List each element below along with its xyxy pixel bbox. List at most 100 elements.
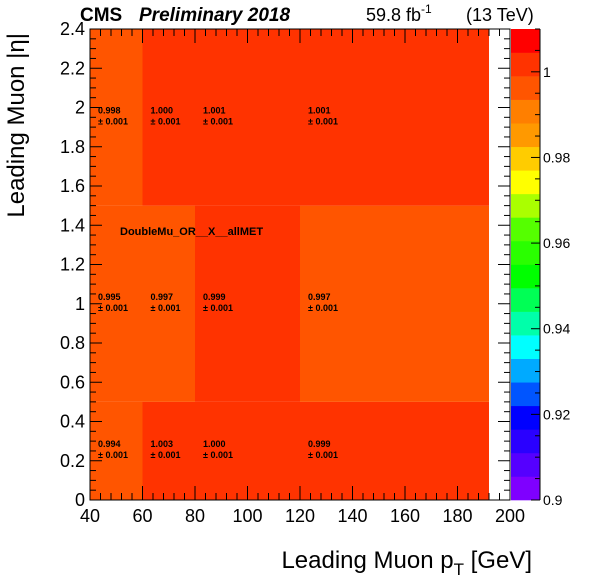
palette-swatch [511, 264, 540, 289]
cell-value-label: 1.001 [203, 105, 226, 115]
palette-swatch [511, 76, 540, 100]
cell-value-label: 0.997 [308, 292, 331, 302]
palette-swatch [511, 476, 540, 501]
y-tick-label: 0.6 [60, 372, 85, 392]
x-tick-label: 80 [185, 506, 205, 526]
heatmap-cell [300, 29, 489, 206]
heatmap-cell [90, 29, 143, 206]
heatmap-cell [142, 401, 195, 500]
y-tick-label: 1.4 [60, 215, 85, 235]
palette-swatch [511, 146, 540, 171]
cell-value-label: 0.994 [98, 439, 121, 449]
palette-swatch [511, 217, 540, 242]
y-axis: 0 0.2 0.4 0.6 0.8 1 1.2 1.4 1.6 1.8 2 2.2 2.4 [60, 19, 510, 510]
palette-swatch [511, 123, 540, 148]
x-tick-label: 160 [390, 506, 420, 526]
y-tick-label: 1.2 [60, 255, 85, 275]
x-axis-title: Leading Muon pT [GeV] [281, 547, 532, 576]
x-axis-title-main: Leading Muon p [281, 547, 453, 574]
heatmap-cell [300, 205, 489, 402]
x-axis: 40 60 80 100 120 140 160 180 200 [80, 29, 525, 526]
palette-tick-label: 1 [543, 64, 551, 80]
palette-tick-label: 0.96 [543, 235, 570, 251]
cell-value-label: 0.999 [308, 439, 331, 449]
heatmap-cell [195, 205, 300, 402]
x-tick-label: 40 [80, 506, 100, 526]
heatmap-cell [90, 401, 143, 500]
palette-swatch [511, 240, 540, 265]
heatmap-cell [142, 29, 195, 206]
y-tick-label: 2 [75, 98, 85, 118]
x-tick-label: 140 [337, 506, 367, 526]
palette-swatch [511, 452, 540, 477]
heatmap-cells [90, 29, 489, 500]
y-tick-label: 0 [75, 490, 85, 510]
heatmap-cell [195, 29, 300, 206]
energy-label: (13 TeV) [466, 5, 534, 25]
y-tick-label: 1 [75, 294, 85, 314]
palette-swatch [511, 382, 540, 407]
cell-error-label: ± 0.001 [203, 450, 233, 460]
y-tick-label: 0.2 [60, 451, 85, 471]
cell-value-label: 0.999 [203, 292, 226, 302]
x-tick-label: 200 [495, 506, 525, 526]
trigger-annotation: DoubleMu_OR__X__allMET [120, 226, 263, 238]
palette-swatch [511, 29, 540, 53]
cell-value-label: 0.998 [98, 105, 121, 115]
cell-error-label: ± 0.001 [151, 303, 181, 313]
y-tick-label: 2.2 [60, 58, 85, 78]
lumi-exponent: -1 [421, 2, 432, 16]
x-axis-title-unit: [GeV] [464, 547, 532, 574]
heatmap-cell [300, 401, 489, 500]
cell-error-label: ± 0.001 [98, 116, 128, 126]
palette-tick-label: 0.92 [543, 406, 570, 422]
lumi-value: 59.8 fb [366, 5, 421, 25]
heatmap-cell [142, 205, 195, 402]
y-tick-label: 0.4 [60, 412, 85, 432]
y-tick-label: 1.8 [60, 137, 85, 157]
palette-swatch [511, 193, 540, 218]
palette-swatch [511, 99, 540, 124]
palette-swatch [511, 288, 540, 312]
palette-tick-label: 0.94 [543, 321, 570, 337]
cell-error-label: ± 0.001 [308, 450, 338, 460]
cell-value-label: 1.000 [151, 105, 174, 115]
cell-error-label: ± 0.001 [203, 303, 233, 313]
x-axis-title-sub: T [454, 560, 464, 576]
cell-error-label: ± 0.001 [308, 116, 338, 126]
palette-swatch [511, 170, 540, 195]
palette-tick-label: 0.98 [543, 149, 570, 165]
y-tick-label: 2.4 [60, 19, 85, 39]
cell-value-label: 0.995 [98, 292, 121, 302]
status-label: Preliminary 2018 [139, 5, 290, 26]
cell-error-label: ± 0.001 [98, 450, 128, 460]
heatmap-cell [195, 401, 300, 500]
cell-value-label: 1.001 [308, 105, 331, 115]
cell-error-label: ± 0.001 [151, 450, 181, 460]
palette-swatch [511, 335, 540, 359]
cell-value-label: 1.000 [203, 439, 226, 449]
x-tick-label: 180 [442, 506, 472, 526]
experiment-label: CMS [80, 5, 122, 26]
cell-error-label: ± 0.001 [203, 116, 233, 126]
palette-swatch [511, 311, 540, 336]
palette-swatch [511, 405, 540, 430]
x-tick-label: 120 [285, 506, 315, 526]
y-tick-label: 0.8 [60, 333, 85, 353]
cell-error-label: ± 0.001 [98, 303, 128, 313]
palette-tick-label: 0.9 [543, 492, 563, 508]
y-axis-title: Leading Muon |η| [3, 33, 30, 218]
palette-swatch [511, 358, 540, 383]
color-palette: 0.9 0.92 0.94 0.96 0.98 1 [511, 28, 570, 508]
lumi-label: 59.8 fb-1 [366, 2, 432, 25]
x-tick-label: 60 [132, 506, 152, 526]
cell-value-label: 1.003 [151, 439, 174, 449]
cell-error-label: ± 0.001 [151, 116, 181, 126]
x-tick-label: 100 [232, 506, 262, 526]
y-tick-label: 1.6 [60, 176, 85, 196]
cell-error-label: ± 0.001 [308, 303, 338, 313]
cell-value-label: 0.997 [151, 292, 174, 302]
palette-swatch [511, 52, 540, 77]
